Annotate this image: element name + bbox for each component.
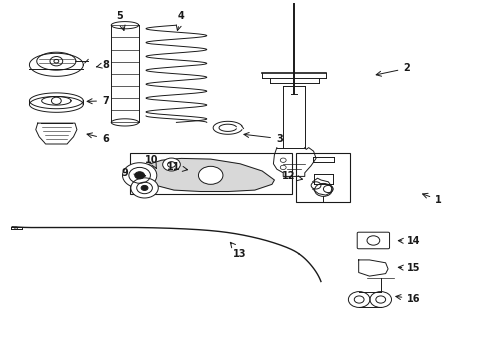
- Text: 14: 14: [398, 236, 421, 246]
- Text: 10: 10: [145, 155, 159, 168]
- Text: 11: 11: [167, 162, 188, 172]
- Text: 5: 5: [117, 11, 125, 31]
- Text: 16: 16: [396, 294, 421, 304]
- Polygon shape: [140, 158, 274, 192]
- Circle shape: [135, 172, 145, 179]
- Text: 3: 3: [244, 132, 283, 144]
- Circle shape: [131, 178, 158, 198]
- Bar: [130, 153, 292, 194]
- Text: 6: 6: [87, 133, 109, 144]
- Text: 4: 4: [176, 11, 185, 31]
- Text: 12: 12: [282, 171, 302, 181]
- Text: 1: 1: [422, 193, 442, 205]
- Text: 8: 8: [97, 60, 109, 70]
- Text: 15: 15: [398, 263, 421, 273]
- Text: 2: 2: [376, 63, 410, 76]
- Circle shape: [163, 158, 180, 171]
- Circle shape: [198, 166, 223, 184]
- Circle shape: [141, 185, 148, 190]
- Bar: [296, 153, 350, 202]
- Text: 13: 13: [230, 242, 247, 259]
- Text: 9: 9: [122, 168, 146, 178]
- Text: 7: 7: [87, 96, 109, 106]
- Circle shape: [122, 163, 157, 188]
